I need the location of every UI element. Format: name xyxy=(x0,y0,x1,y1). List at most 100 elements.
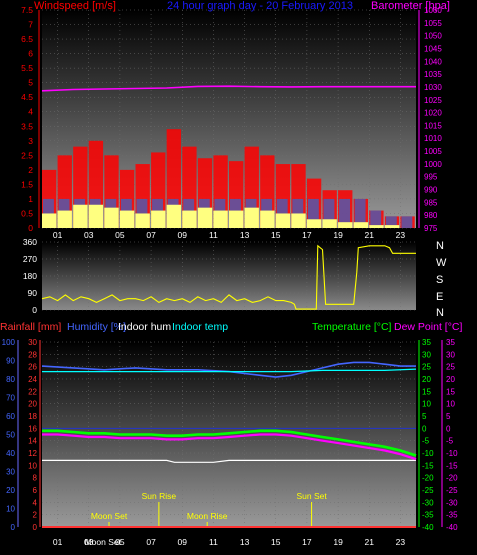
windspeed-tick-label: 4 xyxy=(28,107,33,117)
compass-label-n-bottom: N xyxy=(436,307,444,319)
humidity-tick-label: 20 xyxy=(6,486,15,495)
wind-average-bar xyxy=(244,207,259,228)
windspeed-tick-label: 5.5 xyxy=(21,63,33,73)
wind-hour-tick-label: 23 xyxy=(396,230,406,240)
rainfall-tick-label: 8 xyxy=(33,474,38,483)
dew-point-tick-label: 35 xyxy=(446,338,455,347)
compass-axis: N W S E N xyxy=(436,240,447,319)
wind-average-bar xyxy=(306,219,322,228)
humidity-tick-label: 40 xyxy=(6,449,15,458)
humidity-tick-label: 60 xyxy=(6,412,15,421)
direction-tick-label: 360 xyxy=(23,237,37,247)
rainfall-tick-label: 10 xyxy=(28,461,37,470)
barometer-series xyxy=(41,85,416,92)
wind-average-bar xyxy=(197,207,213,228)
wind-hour-tick-label: 05 xyxy=(115,230,125,240)
wind-direction-chart: 0 90 180 270 360 N W S E N xyxy=(23,237,447,319)
dew-point-tick-label: 15 xyxy=(446,387,455,396)
wind-average-bar xyxy=(151,210,166,228)
windspeed-tick-label: 5 xyxy=(28,78,33,88)
wind-hour-tick-label: 17 xyxy=(302,230,312,240)
wind-average-bar xyxy=(322,219,337,228)
compass-label-e: E xyxy=(436,291,443,303)
temperature-hour-tick-label: 07 xyxy=(146,537,156,547)
rainfall-tick-label: 6 xyxy=(33,486,38,495)
event-label: Moon Rise xyxy=(187,511,228,521)
rainfall-tick-label: 4 xyxy=(33,498,38,507)
windspeed-axis-label: Windspeed [m/s] xyxy=(34,0,116,12)
dew-point-tick-label: -30 xyxy=(446,498,458,507)
temperature-tick-label: -25 xyxy=(422,486,434,495)
dew-point-axis: 35 30 25 20 15 10 5 0 -5 -10 -15 -20 -25 -30 -35 -40 xyxy=(446,338,458,532)
rainfall-tick-label: 16 xyxy=(28,424,37,433)
dew-point-tick-label: 30 xyxy=(446,350,455,359)
windspeed-tick-label: 3.5 xyxy=(21,121,33,131)
barometer-tick-label: 1030 xyxy=(424,83,442,92)
barometer-tick-label: 1000 xyxy=(424,160,442,169)
windspeed-tick-label: 7.5 xyxy=(21,5,33,15)
dew-point-tick-label: 5 xyxy=(446,412,451,421)
dew-point-tick-label: 0 xyxy=(446,424,451,433)
wind-hour-tick-label: 07 xyxy=(146,230,156,240)
temperature-tick-label: 20 xyxy=(422,375,431,384)
windspeed-tick-label: 2.5 xyxy=(21,150,33,160)
barometer-tick-label: 1055 xyxy=(424,19,442,28)
temperature-tick-label: -10 xyxy=(422,449,434,458)
barometer-tick-label: 985 xyxy=(424,198,438,207)
wind-gust-bar xyxy=(370,210,382,228)
temperature-tick-label: -40 xyxy=(422,523,434,532)
sun-moon-events: Moon Set Sun Rise Moon Rise Sun Set Moon Set xyxy=(85,491,328,547)
wind-chart-hour-axis: 01 03 05 07 09 11 13 15 17 19 21 23 xyxy=(53,230,406,240)
wind-barometer-chart: 00.511.522.533.544.555.566.577.5 9759809… xyxy=(21,0,450,240)
humidity-axis: 0 10 20 30 40 50 60 70 80 90 100 xyxy=(2,338,16,532)
wind-average-bar xyxy=(213,210,228,228)
wind-hour-tick-label: 15 xyxy=(271,230,281,240)
wind-average-bar xyxy=(229,210,244,228)
rainfall-tick-label: 20 xyxy=(28,400,37,409)
temperature-tick-label: 35 xyxy=(422,338,431,347)
temperature-tick-label: -5 xyxy=(422,437,430,446)
temperature-humidity-series xyxy=(41,361,417,528)
temperature-hour-tick-label: 17 xyxy=(302,537,312,547)
event-label: Sun Rise xyxy=(142,491,177,501)
wind-average-bar xyxy=(182,210,197,228)
windspeed-tick-label: 7 xyxy=(28,20,33,30)
barometer-tick-label: 1035 xyxy=(424,70,442,79)
wind-average-bar xyxy=(88,204,104,228)
windspeed-tick-label: 3 xyxy=(28,136,33,146)
humidity-line xyxy=(41,361,416,378)
wind-average-bar xyxy=(369,225,384,228)
barometer-tick-label: 1045 xyxy=(424,44,442,53)
dew-point-line xyxy=(42,433,417,461)
rainfall-tick-label: 14 xyxy=(28,437,37,446)
barometer-tick-label: 995 xyxy=(424,173,438,182)
wind-gust-bar xyxy=(339,198,350,228)
barometer-tick-label: 1005 xyxy=(424,147,442,156)
temperature-hour-tick-label: 11 xyxy=(209,537,218,547)
dew-point-tick-label: -15 xyxy=(446,461,458,470)
barometer-axis-label: Barometer [hpa] xyxy=(371,0,450,12)
wind-average-bar xyxy=(42,213,57,228)
dew-point-label: Dew Point [°C] xyxy=(394,321,462,333)
temperature-hour-tick-label: 21 xyxy=(365,537,375,547)
rainfall-tick-label: 2 xyxy=(33,511,38,520)
temperature-hour-tick-label: 01 xyxy=(53,537,63,547)
windspeed-tick-label: 4.5 xyxy=(21,92,33,102)
humidity-tick-label: 80 xyxy=(6,375,15,384)
wind-average-bar xyxy=(119,210,135,228)
humidity-tick-label: 10 xyxy=(6,505,15,514)
wind-hour-tick-label: 01 xyxy=(53,230,63,240)
wind-hour-tick-label: 11 xyxy=(209,230,218,240)
barometer-tick-label: 975 xyxy=(424,224,438,233)
humidity-tick-label: 100 xyxy=(2,338,16,347)
humidity-label: Humidity [%] xyxy=(67,321,126,333)
event-label: Sun Set xyxy=(296,491,327,501)
temperature-hour-tick-label: 15 xyxy=(271,537,281,547)
windspeed-tick-label: 2 xyxy=(28,165,33,175)
temperature-tick-label: 5 xyxy=(422,412,427,421)
barometer-tick-label: 990 xyxy=(424,186,438,195)
wind-average-bar xyxy=(384,225,400,228)
